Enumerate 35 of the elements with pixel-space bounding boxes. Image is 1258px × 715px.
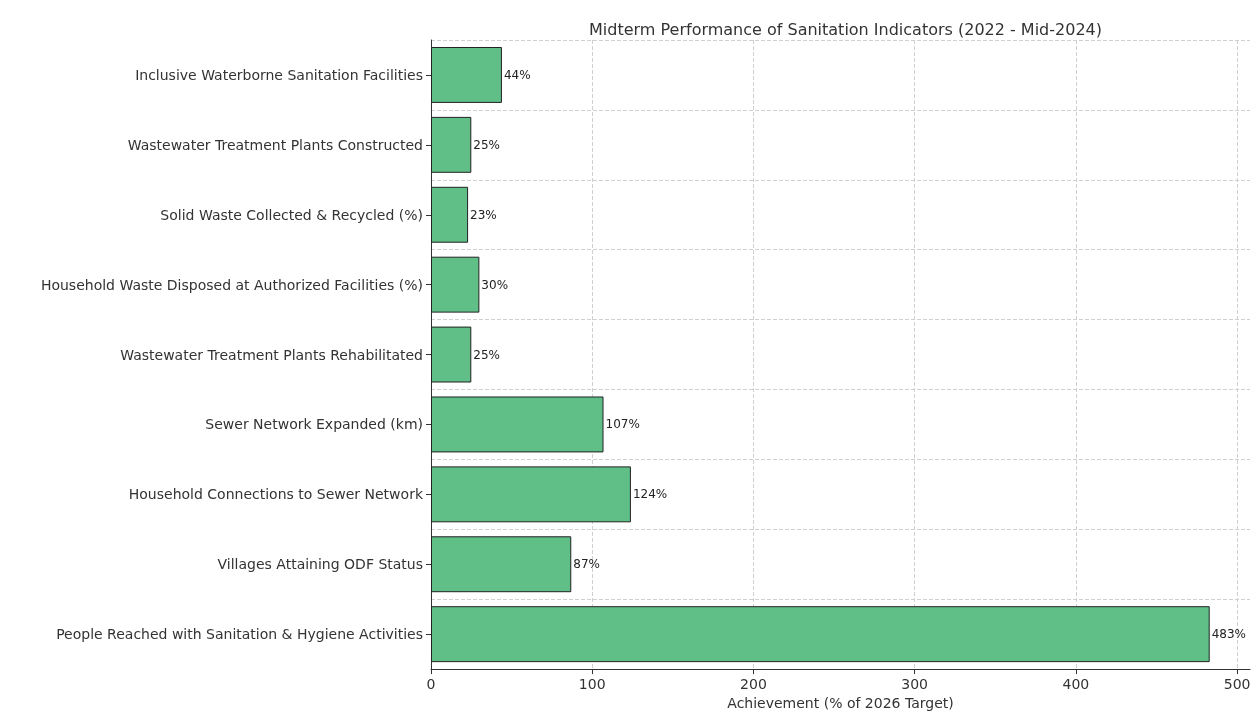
y-tick-label: Household Waste Disposed at Authorized Facilities (%) bbox=[40, 276, 423, 293]
chart-title: Midterm Performance of Sanitation Indicators (2022 - Mid-2024) bbox=[588, 19, 1103, 39]
bar bbox=[431, 466, 631, 523]
y-tick-label: Villages Attaining ODF Status bbox=[217, 556, 423, 573]
y-tick-label: Inclusive Waterborne Sanitation Facilities bbox=[135, 66, 423, 83]
x-axis-title: Achievement (% of 2026 Target) bbox=[727, 695, 954, 711]
bar bbox=[431, 116, 472, 173]
y-tick-label: Solid Waste Collected & Recycled (%) bbox=[160, 206, 423, 223]
x-tick-label: 200 bbox=[740, 676, 767, 693]
data-label: 30% bbox=[481, 277, 509, 292]
x-tick-label: 0 bbox=[426, 676, 436, 693]
y-tick-label: Wastewater Treatment Plants Rehabilitated bbox=[120, 346, 423, 363]
bar bbox=[431, 46, 502, 103]
y-tick-label: Household Connections to Sewer Network bbox=[128, 486, 424, 503]
bar bbox=[431, 186, 469, 243]
x-tick-label: 300 bbox=[901, 676, 929, 693]
data-label: 25% bbox=[473, 137, 500, 152]
data-label: 107% bbox=[605, 417, 640, 432]
data-label: 25% bbox=[473, 347, 500, 362]
bar bbox=[431, 396, 604, 453]
data-label: 87% bbox=[573, 557, 600, 572]
data-label: 483% bbox=[1211, 627, 1247, 642]
x-tick-label: 500 bbox=[1223, 676, 1251, 693]
x-tick-label: 100 bbox=[578, 676, 606, 693]
y-tick-label: Sewer Network Expanded (km) bbox=[205, 416, 423, 433]
x-tick-label: 400 bbox=[1062, 676, 1090, 693]
data-label: 124% bbox=[632, 487, 668, 502]
data-label: 23% bbox=[470, 207, 497, 222]
bar bbox=[431, 256, 480, 313]
bar bbox=[431, 326, 472, 383]
data-label: 44% bbox=[503, 67, 531, 82]
bar bbox=[431, 536, 572, 593]
y-tick-label: Wastewater Treatment Plants Constructed bbox=[127, 136, 423, 153]
bar bbox=[431, 606, 1210, 663]
y-tick-label: People Reached with Sanitation & Hygiene Activities bbox=[56, 626, 423, 643]
